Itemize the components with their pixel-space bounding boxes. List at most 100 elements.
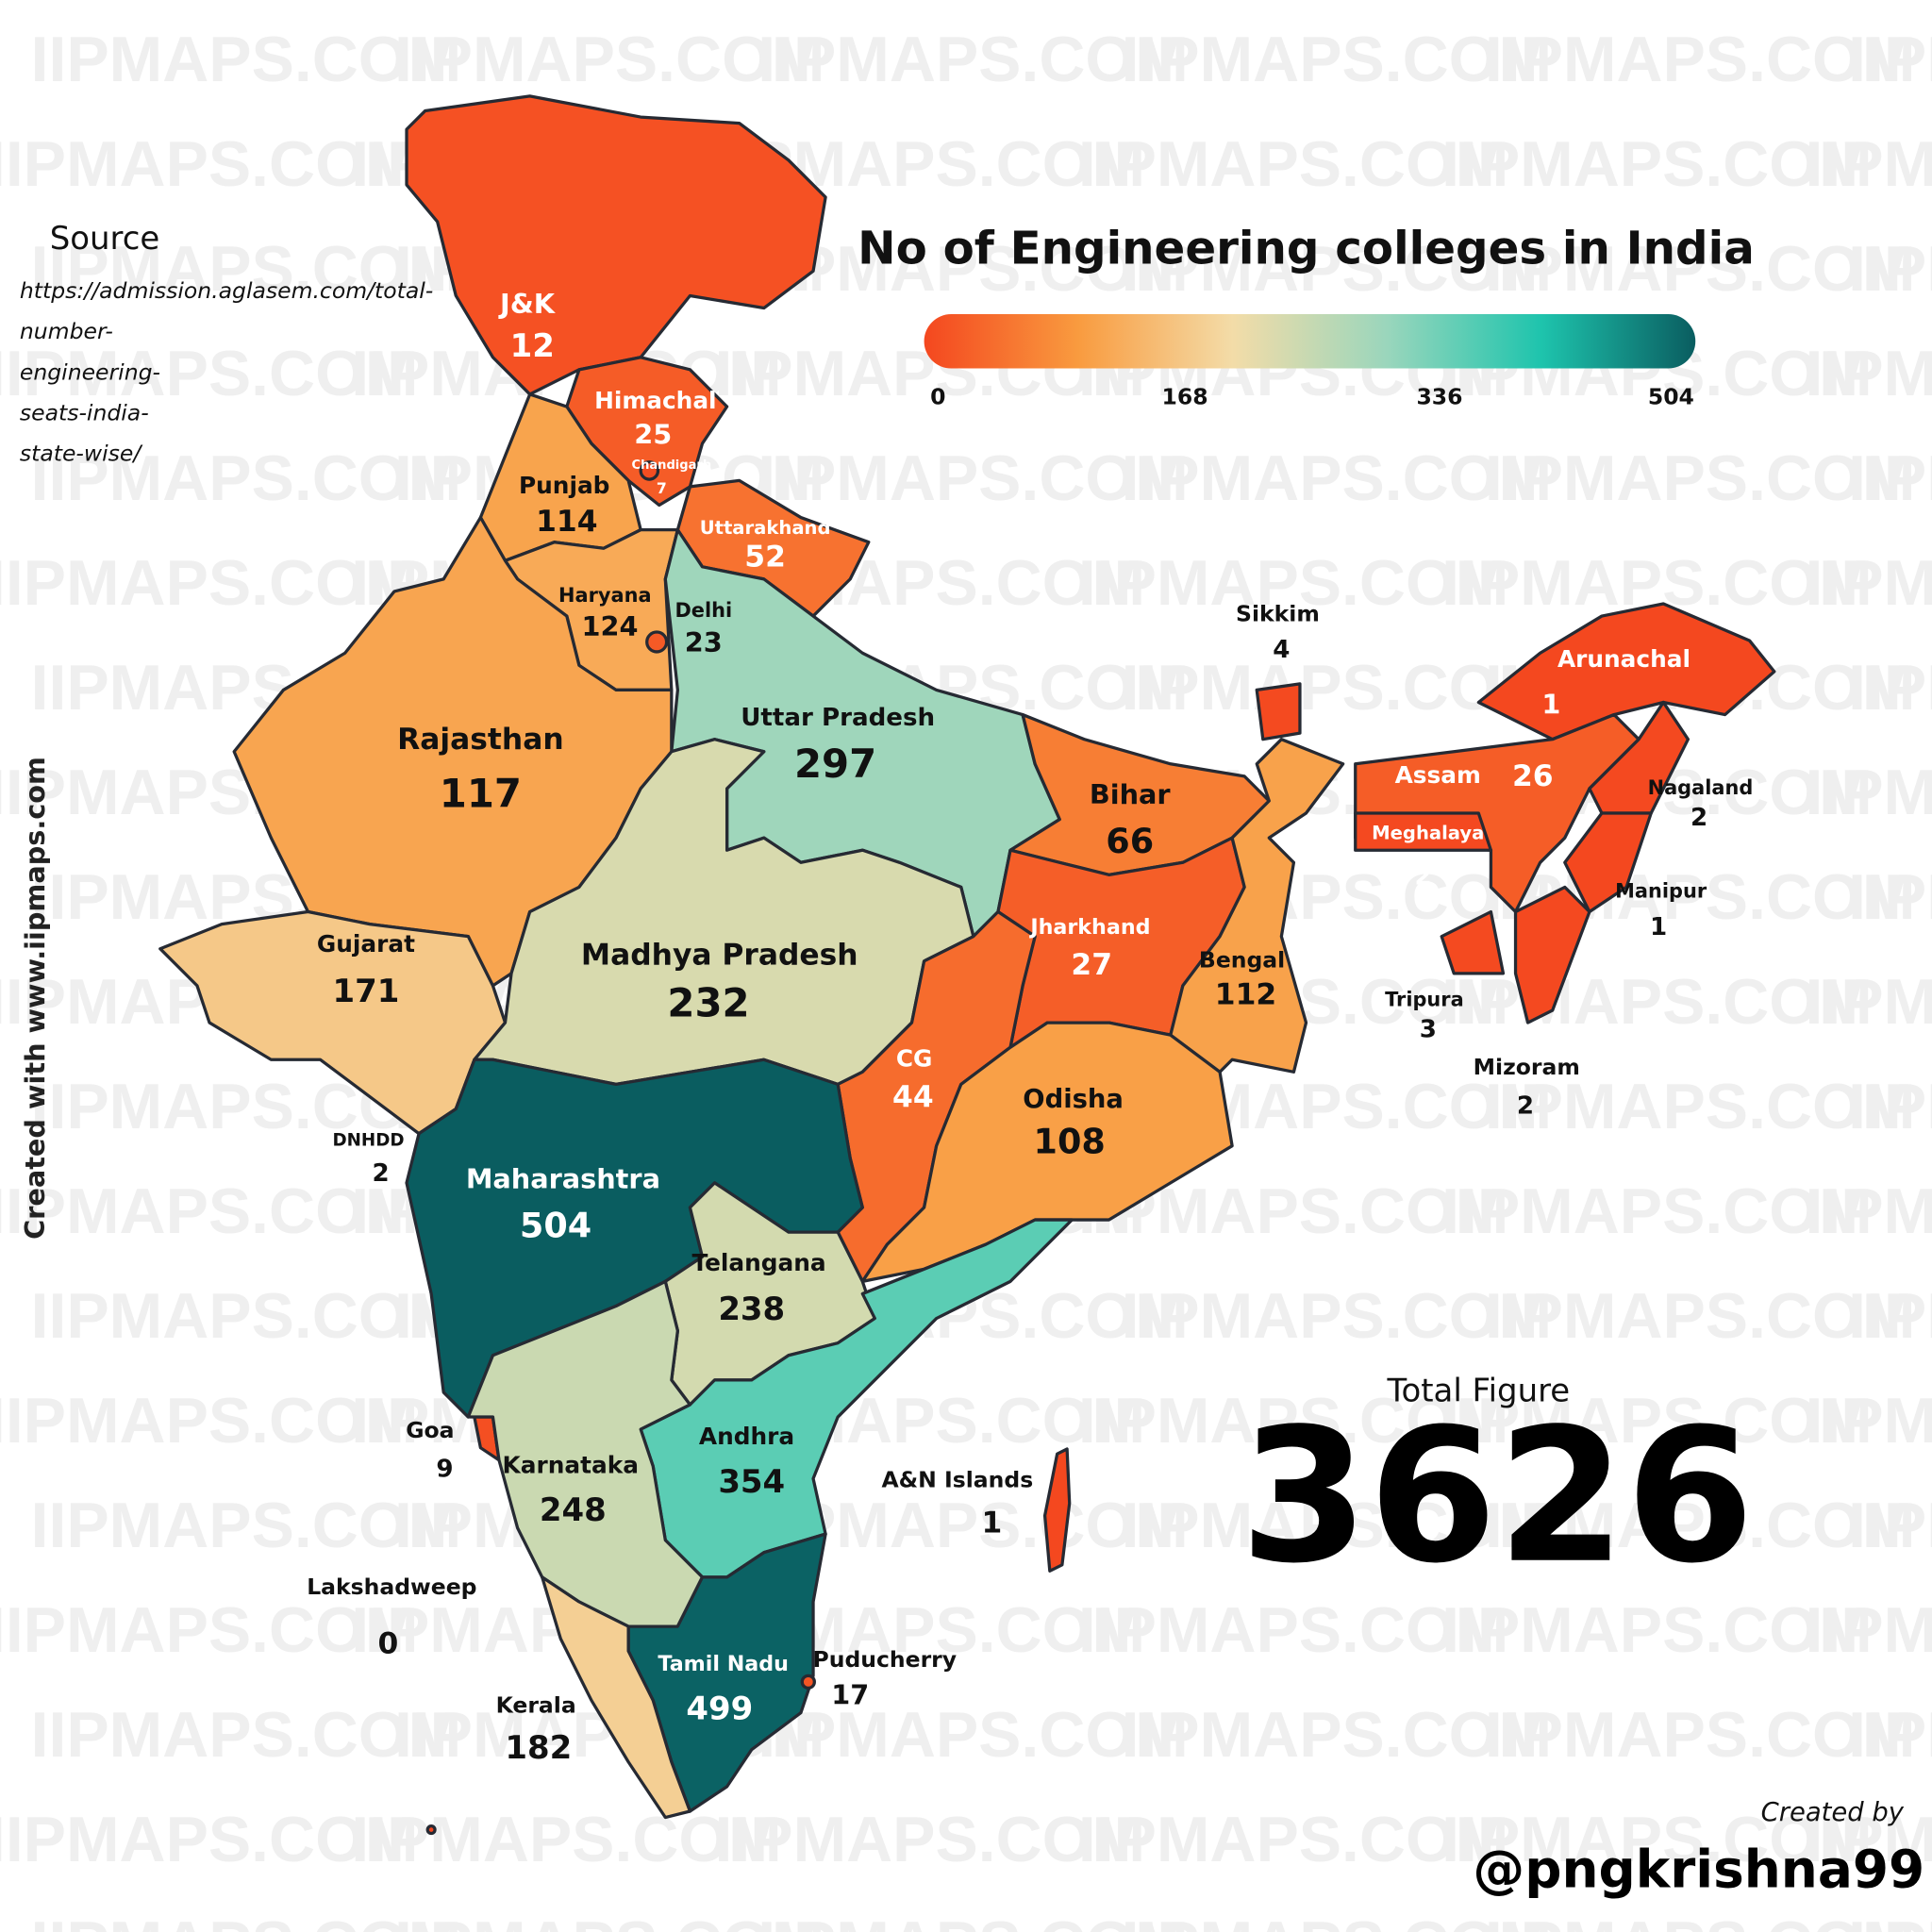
region-name: Manipur xyxy=(1615,880,1707,903)
region-value: 44 xyxy=(892,1080,934,1114)
region-name: Delhi xyxy=(675,599,732,622)
region-name: Assam xyxy=(1395,761,1481,789)
region-name: Punjab xyxy=(519,472,609,499)
watermark: IIPMAPS.COM xyxy=(1805,758,1932,828)
region-value: 504 xyxy=(520,1205,591,1245)
side-credit: Created with www.iipmaps.com xyxy=(19,757,51,1240)
watermark: IIPMAPS.COM xyxy=(1485,1909,1916,1932)
region-value: 108 xyxy=(1034,1122,1106,1162)
region xyxy=(1513,885,1591,1024)
region xyxy=(1440,909,1506,975)
watermark: IIPMAPS.COM xyxy=(1485,1491,1916,1561)
watermark: IIPMAPS.COM xyxy=(1485,1281,1916,1352)
watermark: IIPMAPS.COM xyxy=(1122,653,1553,724)
watermark: IIPMAPS.COM xyxy=(1441,1386,1873,1457)
region xyxy=(639,460,660,481)
scale-tick-label: 0 xyxy=(930,383,945,409)
region xyxy=(1354,811,1493,852)
region-name: Telangana xyxy=(691,1249,825,1276)
credit-label: Created by xyxy=(1761,1798,1905,1827)
region-name: Jharkhand xyxy=(1028,915,1150,940)
region xyxy=(800,1674,816,1690)
watermark: IIPMAPS.COM xyxy=(1485,234,1916,305)
watermark: IIPMAPS.COM xyxy=(1805,1176,1932,1247)
source-line: seats-india- xyxy=(20,399,149,425)
region-value: 354 xyxy=(718,1463,785,1501)
watermark: IIPMAPS.COM xyxy=(1805,339,1932,409)
watermark: IIPMAPS.COM xyxy=(31,1491,462,1561)
region-value: 499 xyxy=(686,1690,753,1727)
region-name: Odisha xyxy=(1023,1085,1124,1114)
watermark: IIPMAPS.COM xyxy=(1078,548,1509,619)
watermark: IIPMAPS.COM xyxy=(758,25,1189,95)
region-value: 2 xyxy=(1517,1091,1534,1120)
region-value: 27 xyxy=(1071,948,1112,982)
scale-tick-label: 336 xyxy=(1416,383,1462,409)
region-value: 182 xyxy=(505,1729,572,1767)
region xyxy=(541,1575,692,1820)
watermark: IIPMAPS.COM xyxy=(1848,1491,1932,1561)
region-value: 3 xyxy=(1420,1015,1437,1043)
watermark: IIPMAPS.COM xyxy=(1848,653,1932,724)
watermark: IIPMAPS.COM xyxy=(1848,1072,1932,1142)
watermark: IIPMAPS.COM xyxy=(1805,1595,1932,1666)
watermark: IIPMAPS.COM xyxy=(1485,1700,1916,1771)
region-value: 232 xyxy=(667,979,749,1025)
watermark: IIPMAPS.COM xyxy=(1441,967,1873,1038)
region xyxy=(645,630,669,654)
watermark: IIPMAPS.COM xyxy=(1441,129,1873,200)
region-name: Kerala xyxy=(496,1691,576,1718)
region-value: 9 xyxy=(436,1456,453,1484)
region-name: Madhya Pradesh xyxy=(581,939,858,973)
watermark: IIPMAPS.COM xyxy=(758,443,1189,514)
watermark: IIPMAPS.COM xyxy=(1122,234,1553,305)
region-name: Chandigarh xyxy=(632,458,712,473)
watermark: IIPMAPS.COM xyxy=(1078,1386,1509,1457)
region-value: 2 xyxy=(1414,862,1431,891)
region-value: 171 xyxy=(332,973,399,1010)
region-name: DNHDD xyxy=(332,1130,404,1150)
watermark: IIPMAPS.COM xyxy=(1805,548,1932,619)
region-name: Meghalaya xyxy=(1372,823,1484,844)
region-name: A&N Islands xyxy=(881,1466,1033,1492)
region-value: 297 xyxy=(794,741,876,787)
watermark: IIPMAPS.COM xyxy=(394,25,825,95)
region-name: Uttar Pradesh xyxy=(741,704,935,732)
watermark: IIPMAPS.COM xyxy=(31,443,462,514)
region-name: Maharashtra xyxy=(466,1162,660,1194)
region xyxy=(1169,738,1345,1074)
watermark: IIPMAPS.COM xyxy=(31,25,462,95)
watermark: IIPMAPS.COM xyxy=(1122,25,1553,95)
watermark: IIPMAPS.COM xyxy=(31,234,462,305)
watermark: IIPMAPS.COM xyxy=(351,1805,782,1875)
watermark: IIPMAPS.COM xyxy=(1122,1909,1553,1932)
region-name: Gujarat xyxy=(317,930,415,958)
region-name: Nagaland xyxy=(1648,776,1754,799)
region-name: Andhra xyxy=(699,1423,794,1450)
region xyxy=(1042,1447,1072,1573)
region-value: 25 xyxy=(634,418,672,450)
watermark: IIPMAPS.COM xyxy=(1848,1700,1932,1771)
watermark: IIPMAPS.COM xyxy=(1848,1909,1932,1932)
watermark: IIPMAPS.COM xyxy=(31,1700,462,1771)
region-value: 117 xyxy=(440,770,522,816)
watermark: IIPMAPS.COM xyxy=(0,129,418,200)
watermark: IIPMAPS.COM xyxy=(1805,967,1932,1038)
region-name: CG xyxy=(896,1044,933,1072)
source-line: engineering- xyxy=(20,358,160,385)
region-value: 7 xyxy=(657,479,667,497)
region-name: Tamil Nadu xyxy=(658,1652,789,1676)
watermark: IIPMAPS.COM xyxy=(394,1909,825,1932)
region-name: Bihar xyxy=(1090,778,1172,810)
watermark: IIPMAPS.COM xyxy=(1078,1805,1509,1875)
watermark: IIPMAPS.COM xyxy=(1122,1491,1553,1561)
region-value: 2 xyxy=(373,1159,390,1188)
region-value: 26 xyxy=(1512,759,1554,793)
watermark: IIPMAPS.COM xyxy=(1805,129,1932,200)
region-name: Himachal xyxy=(594,387,716,414)
region-value: 1 xyxy=(1541,688,1560,720)
region-name: J&K xyxy=(498,288,557,320)
watermark: IIPMAPS.COM xyxy=(1122,443,1553,514)
region-value: 114 xyxy=(536,505,597,539)
